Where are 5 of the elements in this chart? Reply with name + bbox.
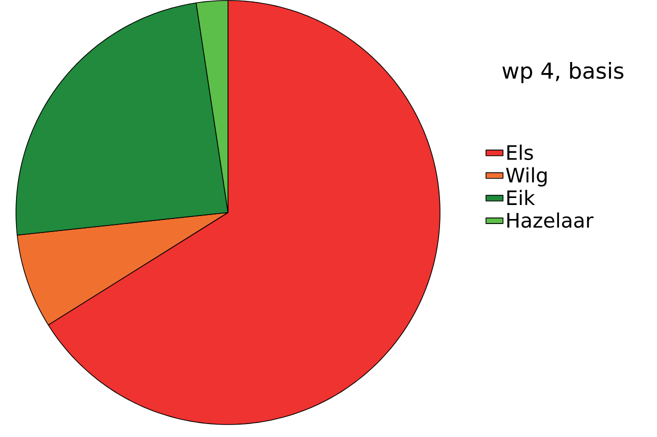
legend-label: Eik [507,190,536,205]
legend-label: Wilg [506,167,547,186]
legend-label: Hazelaar [507,212,594,228]
legend-label: Els [507,144,533,160]
text: wp 4, basis [502,62,624,84]
